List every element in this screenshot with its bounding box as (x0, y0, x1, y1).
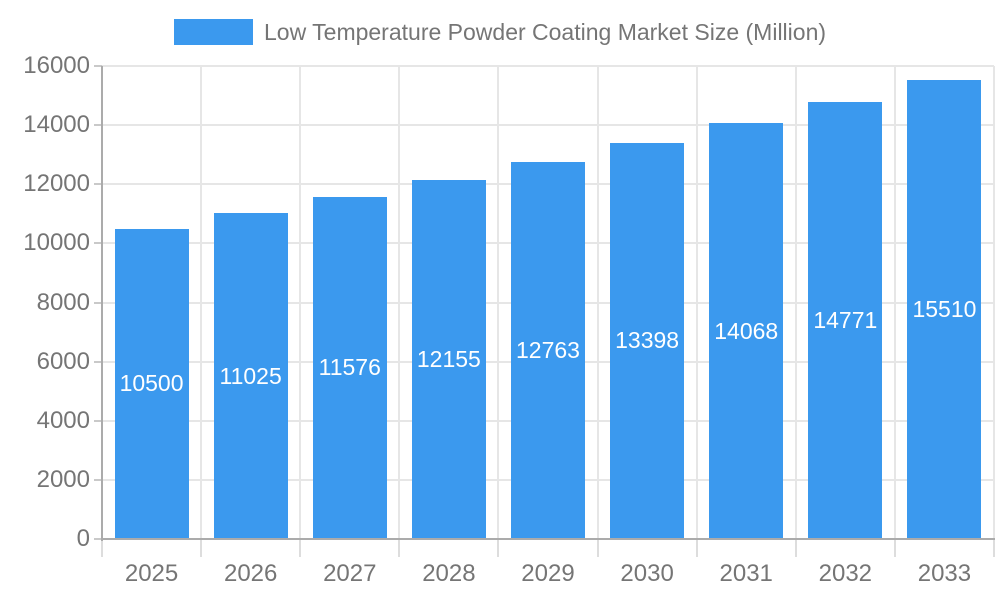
y-tick-label: 10000 (23, 229, 90, 257)
x-tick-label: 2033 (917, 560, 972, 587)
bar[interactable]: 11576 (312, 196, 387, 539)
chart-legend[interactable]: Low Temperature Powder Coating Market Si… (0, 14, 1000, 50)
y-tick-label: 4000 (36, 406, 90, 434)
y-axis-tick (94, 65, 102, 67)
gridline-vertical (596, 66, 599, 539)
y-tick-label: 0 (76, 525, 90, 552)
bar-value-label: 13398 (615, 327, 680, 354)
gridline-horizontal (102, 124, 994, 127)
y-tick-label: 6000 (36, 347, 90, 375)
bar[interactable]: 11025 (213, 213, 288, 539)
bar[interactable]: 12763 (511, 161, 585, 539)
y-axis-line (101, 66, 103, 541)
bar-value-label: 14771 (813, 307, 878, 334)
legend-label: Low Temperature Powder Coating Market Si… (263, 18, 827, 45)
y-axis-tick (94, 124, 102, 127)
bar-value-label: 14068 (714, 317, 779, 344)
bar-value-label: 12155 (416, 345, 481, 372)
gridline-vertical (398, 66, 401, 539)
gridline-horizontal (102, 65, 994, 67)
x-tick-label: 2025 (124, 560, 179, 587)
bar[interactable]: 14068 (709, 123, 784, 539)
y-axis-tick (94, 478, 102, 481)
x-axis-tick (596, 539, 599, 557)
x-axis-tick (993, 539, 995, 557)
y-tick-label: 16000 (23, 52, 90, 79)
bar-value-label: 11025 (219, 362, 282, 389)
gridline-vertical (695, 66, 698, 539)
y-axis-tick (94, 242, 102, 245)
x-tick-label: 2030 (620, 560, 674, 587)
gridline-vertical (299, 66, 302, 539)
x-tick-label: 2029 (521, 560, 575, 587)
y-tick-label: 14000 (23, 111, 90, 139)
x-axis-tick (794, 539, 797, 557)
y-tick-label: 8000 (36, 288, 90, 316)
x-axis-tick (200, 539, 203, 557)
x-tick-label: 2026 (223, 560, 278, 587)
bar-value-label: 10500 (119, 370, 184, 397)
bar-value-label: 12763 (516, 336, 580, 363)
x-tick-label: 2027 (323, 560, 377, 587)
bar-value-label: 11576 (318, 354, 381, 381)
legend-swatch-icon (173, 19, 253, 45)
gridline-vertical (993, 66, 995, 539)
x-axis-tick (695, 539, 698, 557)
x-axis-tick (299, 539, 302, 557)
x-axis-line (101, 538, 995, 540)
y-tick-label: 12000 (23, 170, 90, 198)
x-axis-tick (398, 539, 401, 557)
x-axis-tick (497, 539, 500, 557)
gridline-vertical (497, 66, 500, 539)
y-axis-tick (94, 301, 102, 304)
x-axis-tick (101, 539, 103, 557)
bar[interactable]: 10500 (114, 228, 189, 539)
y-tick-label: 2000 (36, 465, 90, 493)
y-axis-tick (94, 360, 102, 363)
x-axis-tick (893, 539, 896, 557)
x-tick-label: 2031 (719, 560, 773, 587)
gridline-vertical (794, 66, 797, 539)
bar[interactable]: 14771 (808, 102, 883, 539)
gridline-vertical (893, 66, 896, 539)
x-tick-label: 2032 (818, 560, 873, 587)
gridline-vertical (200, 66, 203, 539)
x-tick-label: 2028 (422, 560, 476, 587)
bar[interactable]: 13398 (610, 142, 685, 539)
bar[interactable]: 12155 (411, 179, 486, 539)
y-axis-tick (94, 419, 102, 422)
y-axis-tick (94, 183, 102, 186)
bar-value-label: 15510 (912, 296, 977, 323)
y-axis-tick (94, 538, 102, 540)
bar[interactable]: 15510 (907, 80, 982, 539)
